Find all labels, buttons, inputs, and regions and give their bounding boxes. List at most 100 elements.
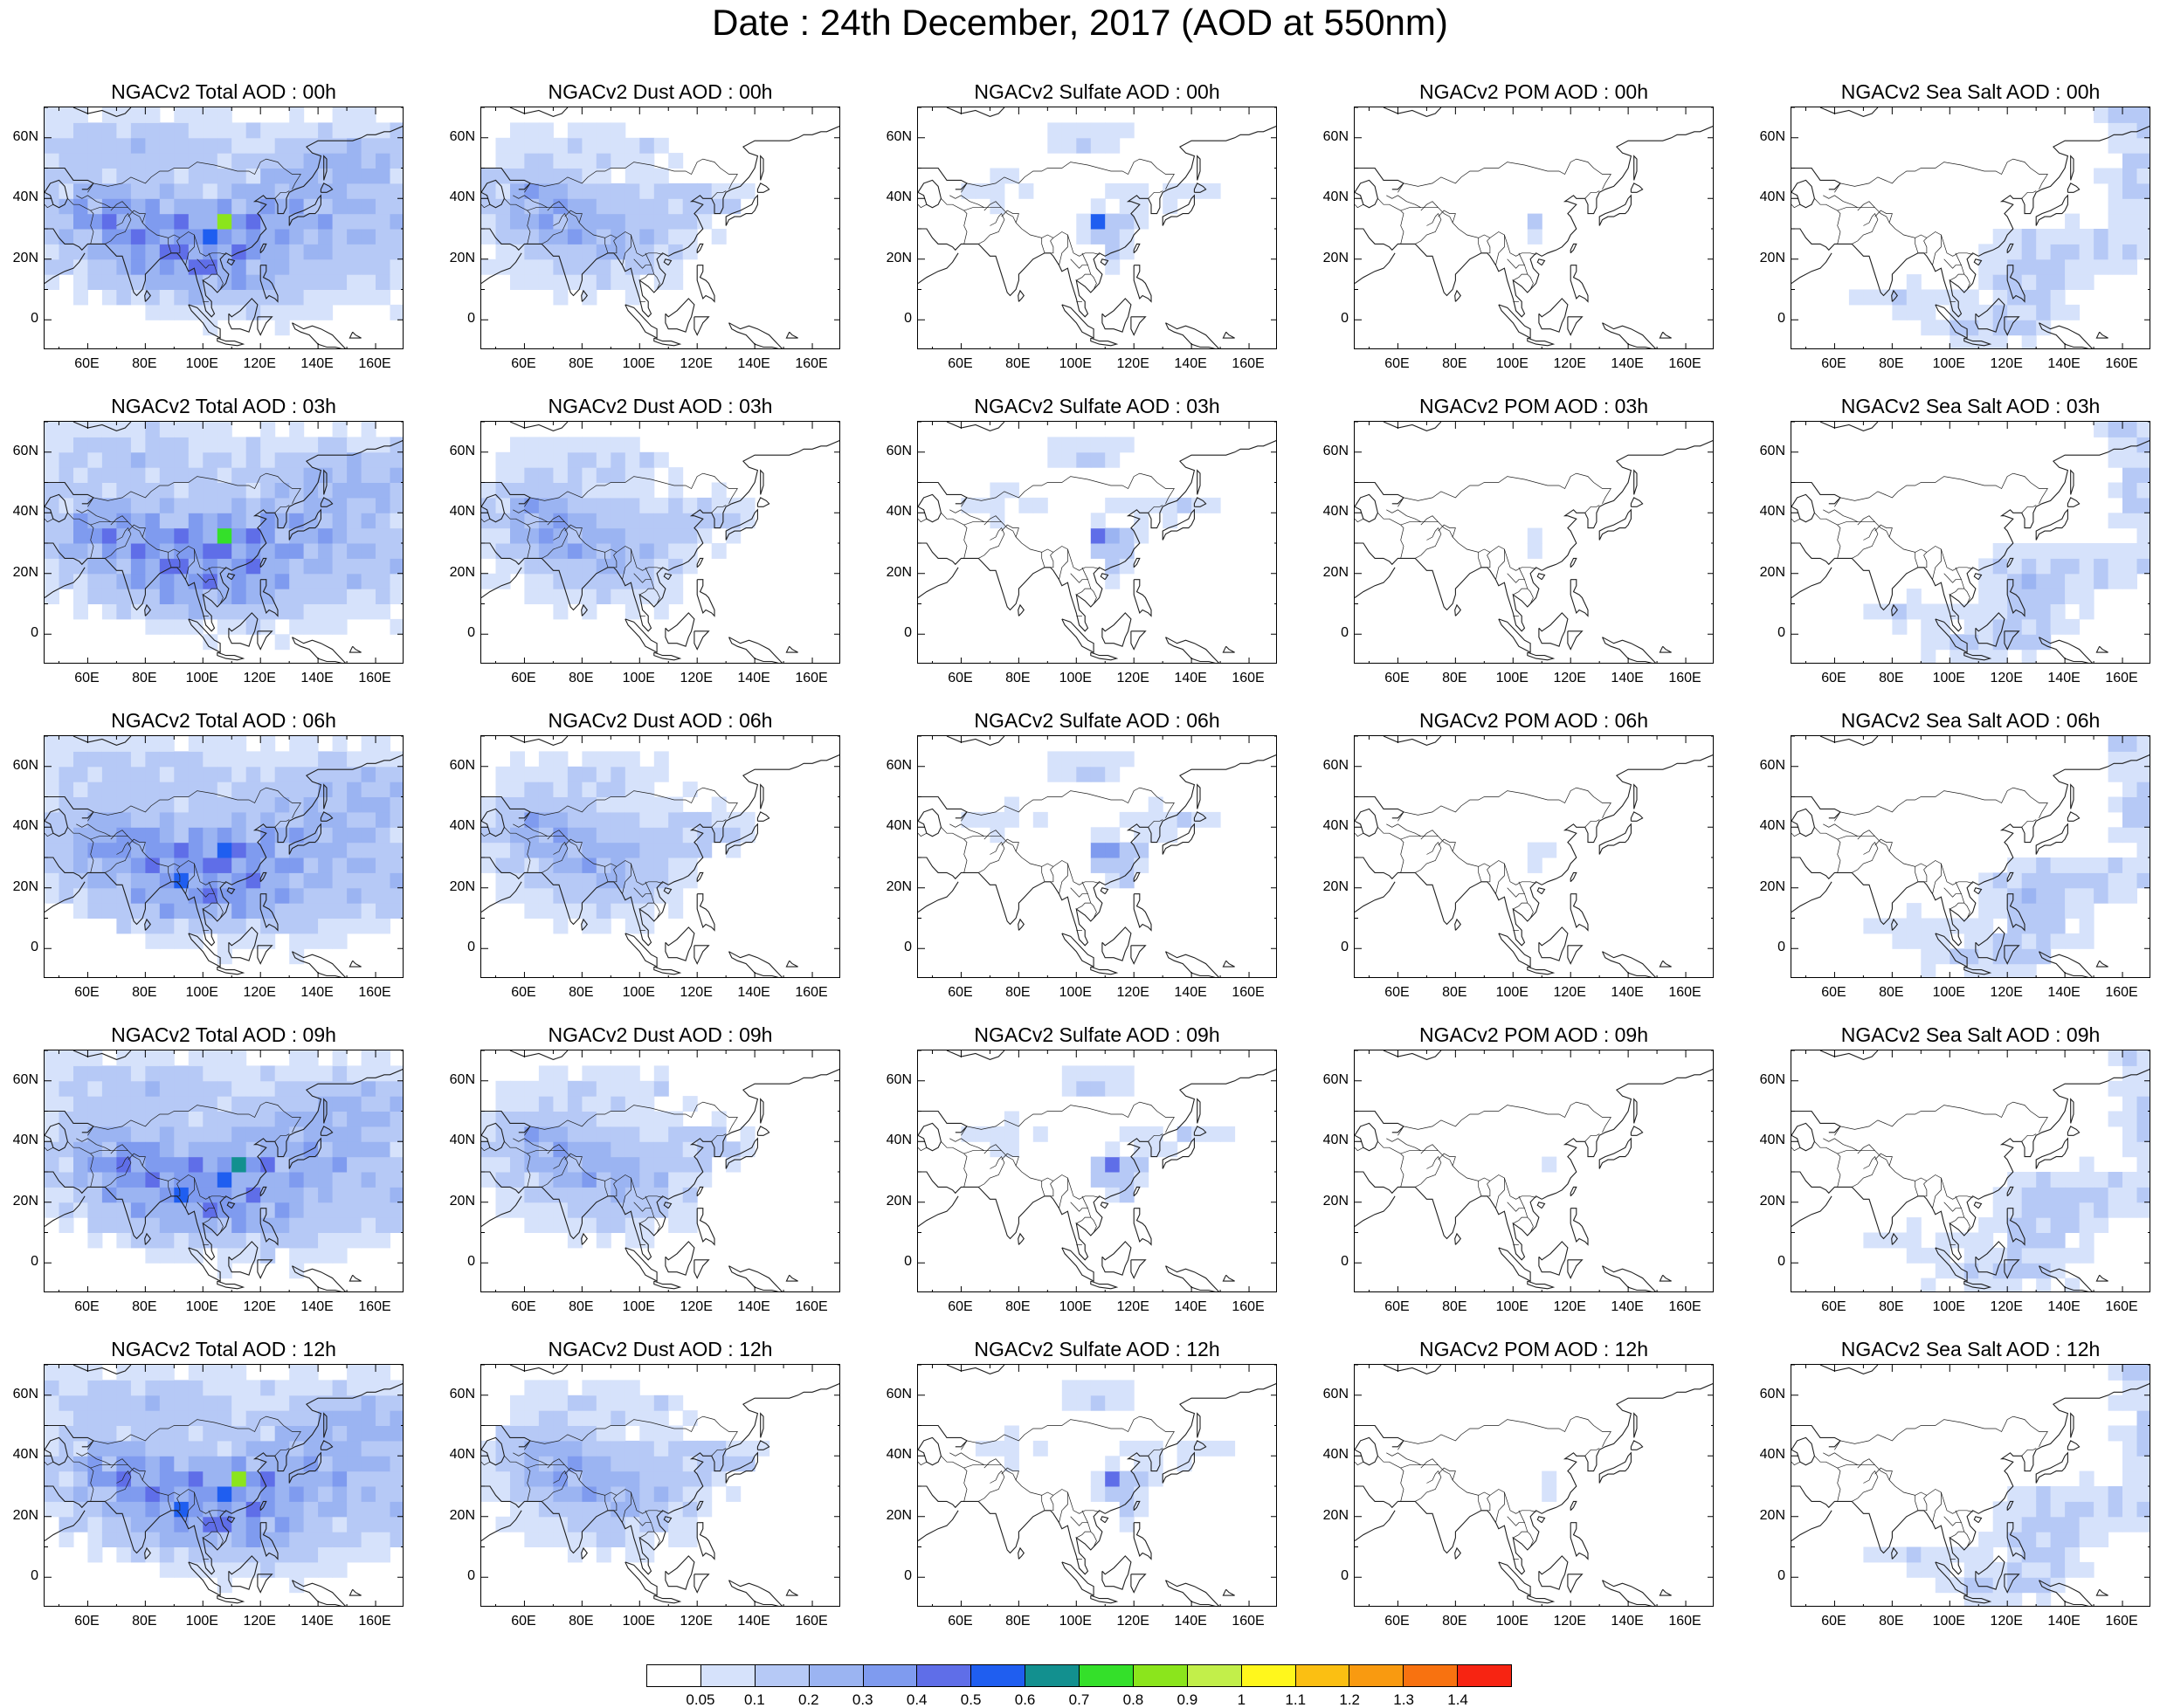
aod-cell <box>130 1141 146 1158</box>
aod-cell <box>159 618 175 635</box>
aod-cell <box>101 482 117 499</box>
border <box>527 1150 565 1188</box>
border <box>633 887 660 919</box>
aod-cell <box>2108 766 2123 782</box>
lon-tick-label: 140E <box>1611 356 1644 371</box>
aod-cell <box>524 153 540 169</box>
aod-cell <box>203 1050 218 1066</box>
aod-cell <box>668 573 684 589</box>
lat-tick-label: 40N <box>1759 1133 1785 1148</box>
aod-cell <box>376 543 390 559</box>
coastline <box>1598 194 1632 226</box>
aod-cell <box>159 1141 175 1158</box>
aod-cell <box>159 1247 175 1264</box>
aod-cell <box>217 422 232 437</box>
coastline <box>1162 1137 1195 1169</box>
aod-cell <box>217 1141 232 1158</box>
coastline <box>760 469 764 495</box>
aod-cell <box>2050 857 2066 873</box>
aod-cell <box>510 1156 525 1173</box>
aod-cell <box>611 1202 626 1218</box>
aod-cell <box>318 1380 334 1396</box>
aod-cell <box>174 258 190 275</box>
aod-cell <box>1963 918 1979 934</box>
border <box>1950 273 1964 281</box>
aod-cell <box>159 872 175 889</box>
aod-cell <box>567 274 583 290</box>
aod-cell <box>596 918 611 934</box>
border <box>1397 472 1611 507</box>
border <box>1081 252 1088 265</box>
aod-cell <box>653 168 669 184</box>
panel-title: NGACv2 Sulfate AOD : 03h <box>974 395 1220 417</box>
aod-cell <box>390 274 403 290</box>
aod-cell <box>1892 933 1908 949</box>
aod-cell <box>274 289 290 306</box>
aod-cell <box>145 153 161 169</box>
aod-cell <box>203 107 218 123</box>
aod-cell <box>203 513 218 529</box>
aod-cell <box>361 1546 376 1563</box>
aod-cell <box>303 527 319 544</box>
aod-cell <box>260 796 276 813</box>
aod-cell <box>145 1470 161 1487</box>
coastline <box>1791 493 1815 523</box>
coastline <box>144 1546 151 1560</box>
aod-cell <box>231 887 247 904</box>
coastline <box>1355 1122 1378 1152</box>
coastline <box>1935 933 1968 968</box>
border <box>513 195 548 209</box>
coastline <box>725 194 758 226</box>
aod-cell <box>188 1156 204 1173</box>
aod-cell <box>2021 1232 2037 1249</box>
aod-cell <box>87 1365 103 1381</box>
aod-cell <box>101 258 117 275</box>
aod-cell <box>203 573 218 589</box>
aod-cell <box>2007 229 2023 244</box>
aod-cell <box>59 1365 74 1381</box>
aod-cell <box>625 527 640 544</box>
aod-cell <box>73 603 88 620</box>
lon-tick-label: 80E <box>1442 985 1467 1000</box>
aod-cell <box>2065 857 2081 873</box>
aod-cell <box>726 198 742 215</box>
aod-cell <box>582 437 597 453</box>
aod-cell <box>510 137 525 154</box>
aod-cell <box>159 122 175 139</box>
coastline <box>481 881 522 913</box>
border <box>1584 505 1600 513</box>
aod-cell <box>1105 213 1121 230</box>
aod-cell <box>611 467 626 483</box>
aod-cell <box>332 497 348 513</box>
coastline <box>1891 918 1898 931</box>
aod-cell <box>203 543 218 559</box>
coastline <box>728 637 783 663</box>
aod-cell <box>289 1096 305 1112</box>
aod-cell <box>303 1065 319 1082</box>
aod-cell <box>188 122 204 139</box>
coastline <box>625 618 658 654</box>
aod-cell <box>653 1516 669 1532</box>
aod-cell <box>274 198 290 215</box>
aod-cell <box>390 183 403 199</box>
aod-cell <box>596 1456 611 1472</box>
aod-cell <box>538 796 554 813</box>
aod-cell <box>159 918 175 934</box>
lon-tick-label: 100E <box>622 671 655 685</box>
aod-cell <box>361 782 376 797</box>
aod-cell <box>1105 183 1121 199</box>
aod-cell <box>639 1546 655 1563</box>
lat-tick-label: 40N <box>1759 504 1785 520</box>
aod-cell <box>318 1395 334 1411</box>
aod-cell <box>274 1516 290 1532</box>
coastline <box>1018 918 1025 931</box>
aod-cell <box>332 842 348 858</box>
aod-cell <box>130 811 146 828</box>
aod-cell <box>625 1141 640 1158</box>
aod-cell <box>203 811 218 828</box>
aod-cell <box>553 1065 569 1082</box>
aod-cell <box>361 887 376 904</box>
aod-cell <box>639 229 655 244</box>
aod-cell <box>495 1187 511 1203</box>
aod-cell <box>653 751 669 768</box>
